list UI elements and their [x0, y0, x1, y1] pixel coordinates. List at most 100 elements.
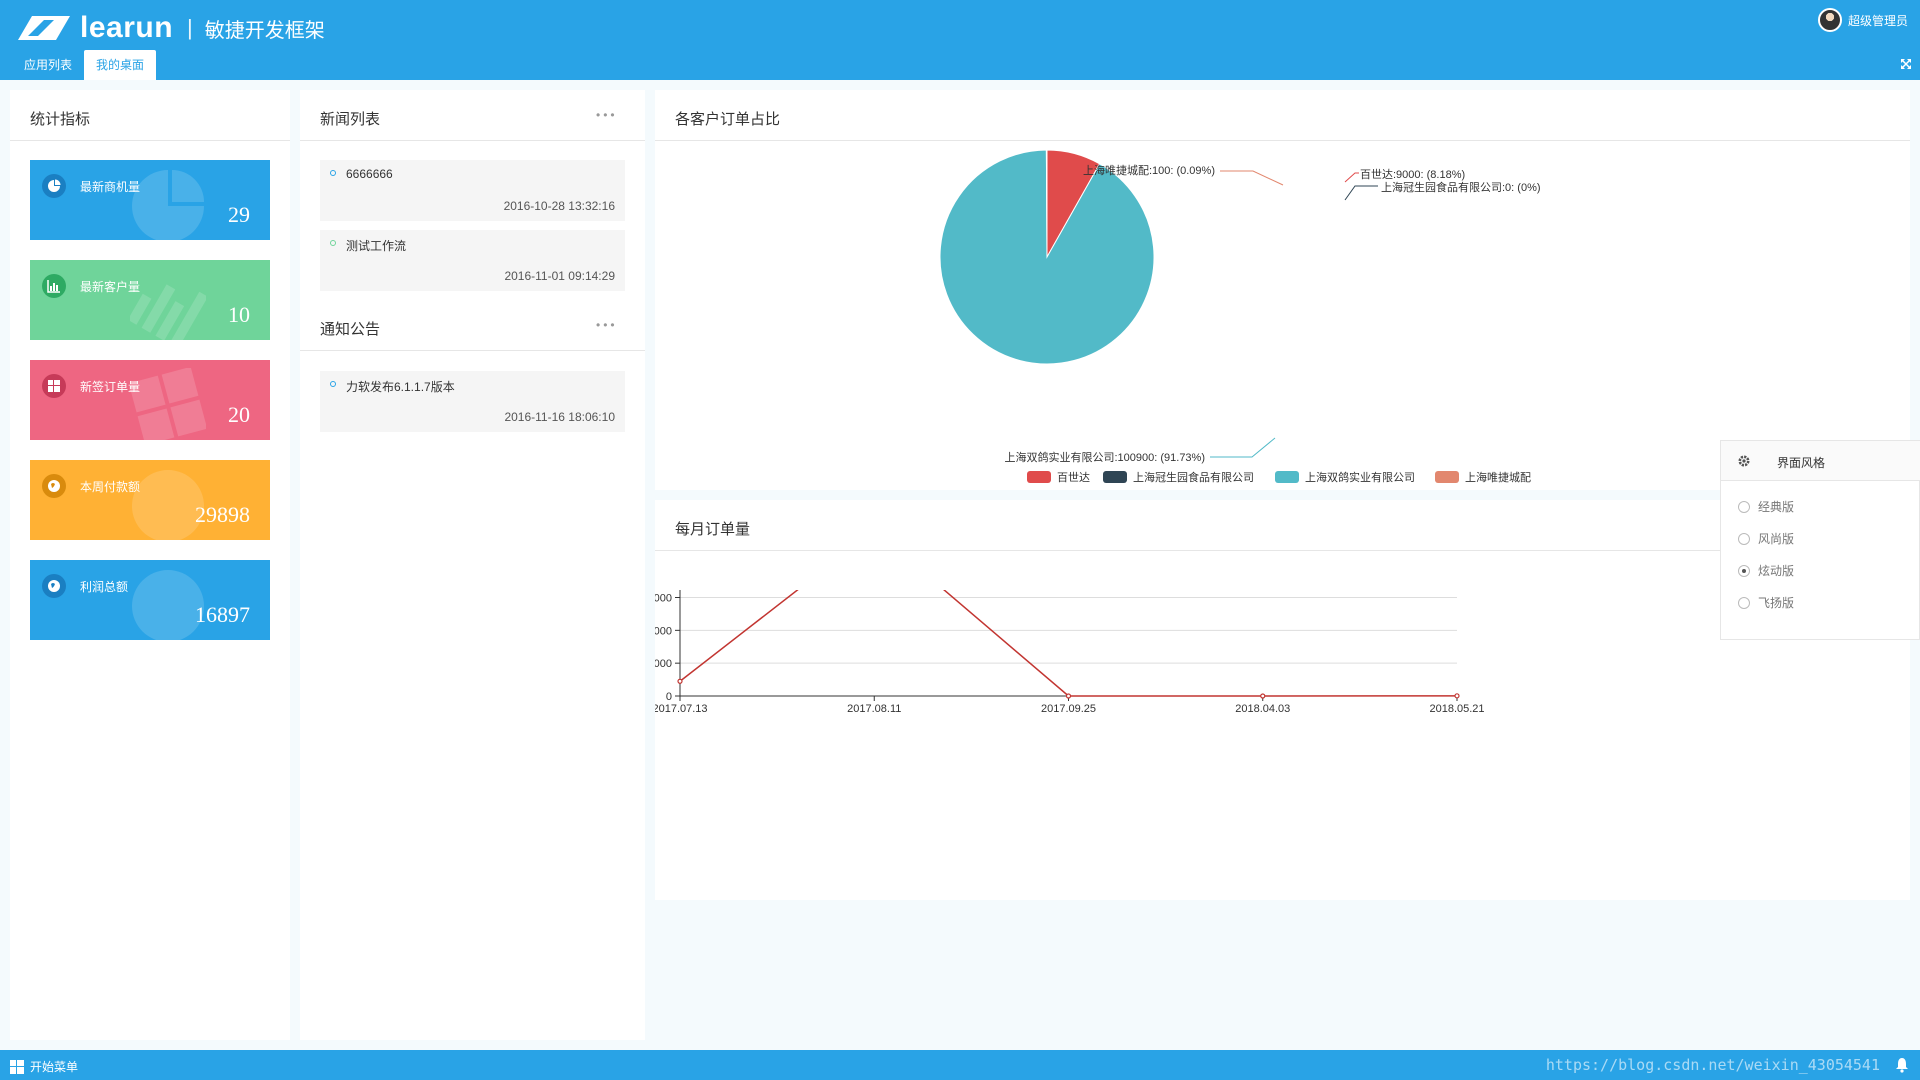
user-menu[interactable]: 超级管理员: [1817, 8, 1908, 32]
avatar[interactable]: [1817, 8, 1842, 32]
pie-slice[interactable]: [1045, 149, 1048, 258]
divider: [10, 140, 290, 141]
user-name[interactable]: 超级管理员: [1847, 13, 1908, 28]
globe-icon: [132, 570, 204, 640]
line-chart-title: 每月订单量: [675, 521, 751, 538]
style-option-label[interactable]: 飞扬版: [1758, 596, 1795, 610]
radio-icon[interactable]: [1738, 500, 1750, 513]
pie-chart-title: 各客户订单占比: [675, 111, 781, 128]
news-item-title[interactable]: 测试工作流: [346, 239, 407, 253]
style-option-fashion[interactable]: 风尚版: [1738, 530, 1794, 547]
pie-labels: 百世达:9000: (8.18%) 上海冠生园食品有限公司:0: (0%) 上海…: [1004, 163, 1540, 464]
news-item[interactable]: 测试工作流 2016-11-01 09:14:29: [320, 230, 625, 291]
pie-chart-icon: [42, 174, 66, 198]
legend-swatch: [1027, 471, 1051, 483]
radio-icon[interactable]: [1738, 564, 1750, 577]
tab-app-list[interactable]: 应用列表: [24, 58, 73, 72]
bell-icon[interactable]: [1894, 1057, 1910, 1073]
stat-card-customers[interactable]: 最新客户量 10: [30, 260, 270, 340]
legend-swatch: [1103, 471, 1127, 483]
stat-value: 16897: [195, 602, 250, 627]
x-axis-labels: 2017.07.13 2017.08.11 2017.09.25 2018.04.03…: [655, 703, 1485, 715]
notice-item[interactable]: 力软发布6.1.1.7版本 2016-11-16 18:06:10: [320, 371, 625, 432]
stat-card-new-orders[interactable]: 新签订单量 20: [30, 360, 270, 440]
footer-bar: 开始菜单 https://blog.csdn.net/weixin_430545…: [0, 1050, 1920, 1080]
y-tick-label: 0: [666, 691, 672, 703]
x-tick-label: 2018.04.03: [1235, 703, 1290, 715]
stat-card-opportunities[interactable]: 最新商机量 29: [30, 160, 270, 240]
globe-icon: [132, 470, 204, 540]
tab-bar: 应用列表 我的桌面: [12, 50, 157, 80]
news-item-title[interactable]: 6666666: [346, 167, 393, 181]
x-tick-label: 2017.07.13: [655, 703, 708, 715]
series-line: [679, 590, 1458, 697]
divider: [300, 350, 645, 351]
more-icon[interactable]: •••: [596, 318, 618, 332]
bar-chart-icon: [130, 284, 206, 340]
style-option-label[interactable]: 炫动版: [1758, 564, 1795, 578]
notice-item-date: 2016-11-16 18:06:10: [504, 410, 615, 424]
label-leader-line: [1210, 437, 1276, 458]
bullet-icon: [330, 170, 336, 176]
news-item[interactable]: 6666666 2016-10-28 13:32:16: [320, 160, 625, 221]
windows-icon: [130, 368, 206, 440]
news-title: 新闻列表: [320, 111, 381, 128]
y-tick-label: 60,000: [655, 593, 672, 605]
gear-icon[interactable]: [1737, 454, 1751, 468]
legend-swatch: [1275, 471, 1299, 483]
legend-label: 上海双鸽实业有限公司: [1305, 470, 1415, 484]
logo[interactable]: learun | 敏捷开发框架: [10, 10, 325, 46]
x-tick-label: 2017.08.11: [847, 703, 901, 715]
radio-icon[interactable]: [1738, 532, 1750, 545]
stat-label: 最新商机量: [80, 180, 141, 194]
globe-icon: [42, 574, 66, 598]
style-option-soar[interactable]: 飞扬版: [1738, 594, 1794, 611]
y-tick-label: 40,000: [655, 625, 672, 637]
label-leader-line: [1344, 185, 1378, 201]
logo-separator: |: [187, 15, 193, 40]
legend-label: 百世达: [1057, 471, 1090, 484]
radio-icon[interactable]: [1738, 596, 1750, 609]
stat-card-total-profit[interactable]: 利润总额 16897: [30, 560, 270, 640]
stat-label: 利润总额: [80, 580, 129, 594]
fullscreen-icon[interactable]: [1900, 58, 1912, 70]
y-axis-labels: 020,00040,00060,00080,000100,000120,000: [655, 593, 672, 704]
pie-label-guanshengyuan: 上海冠生园食品有限公司:0: (0%): [1381, 180, 1541, 194]
divider: [655, 550, 1910, 551]
globe-icon: [42, 474, 66, 498]
line-series: [677, 590, 1460, 699]
top-header: learun | 敏捷开发框架 超级管理员 应用列表 我的桌面: [0, 0, 1920, 80]
data-point[interactable]: [677, 678, 683, 684]
tab-my-desktop[interactable]: 我的桌面: [84, 50, 157, 80]
stat-card-weekly-payment[interactable]: 本周付款额 29898: [30, 460, 270, 540]
stat-value: 29: [228, 202, 250, 227]
divider: [300, 140, 645, 141]
notices-title: 通知公告: [320, 321, 381, 338]
data-point[interactable]: [1065, 693, 1072, 699]
start-menu-button[interactable]: 开始菜单: [10, 1058, 78, 1075]
start-menu-label[interactable]: 开始菜单: [30, 1060, 79, 1074]
style-settings-title: 界面风格: [1777, 456, 1826, 470]
pie-label-weijie: 上海唯捷城配:100: (0.09%): [1083, 163, 1215, 177]
data-point[interactable]: [1454, 693, 1460, 699]
pie-slices: [939, 149, 1155, 365]
data-point[interactable]: [1260, 693, 1266, 699]
pie-label-shuangge: 上海双鸽实业有限公司:100900: (91.73%): [1004, 450, 1205, 464]
line-chart-panel: 每月订单量: [655, 500, 1910, 900]
pie-chart-icon: [132, 170, 204, 240]
stat-label: 最新客户量: [80, 280, 141, 294]
style-option-label[interactable]: 经典版: [1758, 500, 1795, 514]
style-settings-header[interactable]: 界面风格: [1721, 441, 1920, 481]
style-option-classic[interactable]: 经典版: [1738, 498, 1794, 515]
style-settings-panel: 界面风格 经典版 风尚版 炫动版 飞扬版: [1720, 440, 1920, 640]
stat-label: 本周付款额: [80, 480, 141, 494]
more-icon[interactable]: •••: [596, 108, 618, 122]
legend-swatch: [1435, 471, 1459, 483]
notice-item-title[interactable]: 力软发布6.1.1.7版本: [346, 380, 455, 394]
stat-value: 10: [228, 302, 250, 327]
legend-label: 上海冠生园食品有限公司: [1133, 470, 1254, 484]
style-option-label[interactable]: 风尚版: [1758, 532, 1795, 546]
logo-subtitle: 敏捷开发框架: [204, 19, 325, 42]
stat-value: 29898: [195, 502, 250, 527]
style-option-dynamic[interactable]: 炫动版: [1738, 562, 1794, 579]
